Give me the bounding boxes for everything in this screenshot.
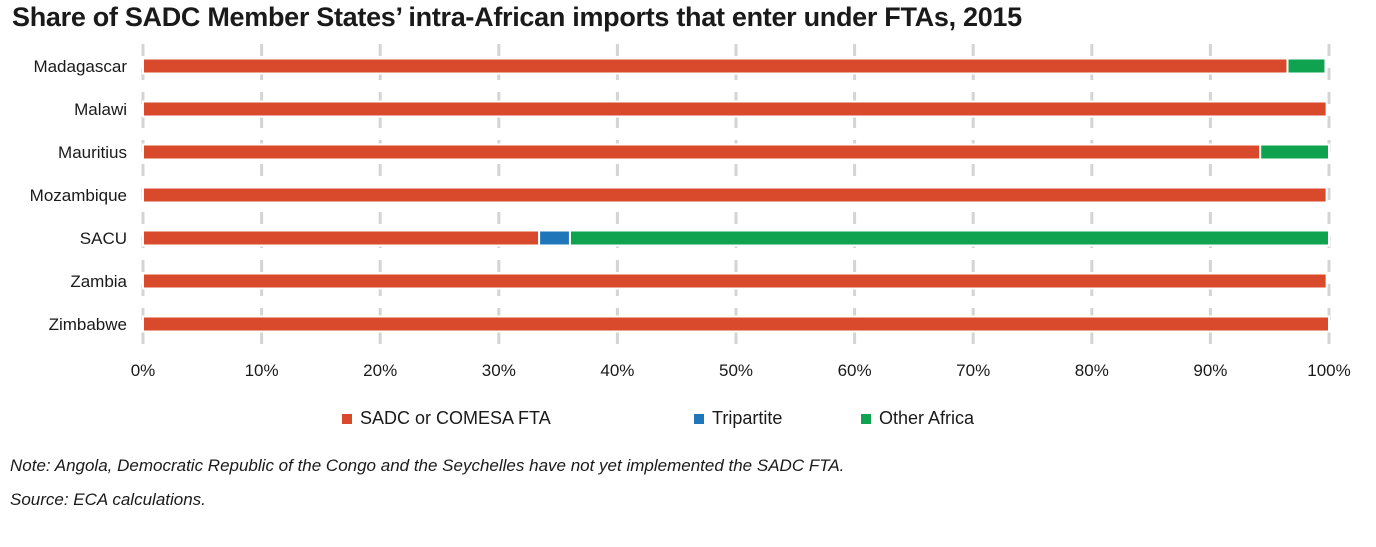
x-tick-label: 100% xyxy=(1307,361,1350,380)
y-category-label: SACU xyxy=(80,229,127,248)
bar-segment xyxy=(142,186,1328,204)
bar-segment xyxy=(142,315,1330,333)
legend: SADC or COMESA FTA Tripartite Other Afri… xyxy=(0,408,1376,434)
bar-segment xyxy=(142,272,1328,290)
x-tick-label: 0% xyxy=(131,361,156,380)
legend-swatch-other-africa xyxy=(861,413,871,424)
bar-segment xyxy=(568,229,1330,247)
bar-segment xyxy=(1259,143,1331,161)
legend-item-other-africa: Other Africa xyxy=(861,408,974,429)
bar-chart: 0% 10% 20% 30% 40% 50% 60% 70% 80% 90% 100% Madaga… xyxy=(30,44,1351,380)
bar-segment xyxy=(142,57,1289,75)
legend-label-tripartite: Tripartite xyxy=(712,408,783,428)
x-tick-label: 80% xyxy=(1075,361,1109,380)
chart-title: Share of SADC Member States’ intra-Afric… xyxy=(12,2,1022,32)
legend-swatch-sadc xyxy=(342,413,352,424)
y-category-label: Zambia xyxy=(70,272,127,291)
chart-source: Source: ECA calculations. xyxy=(10,490,206,509)
bar-segment xyxy=(538,229,571,247)
legend-item-sadc: SADC or COMESA FTA xyxy=(342,408,551,429)
x-tick-label: 10% xyxy=(245,361,279,380)
y-category-label: Madagascar xyxy=(33,57,127,76)
legend-item-tripartite: Tripartite xyxy=(694,408,782,429)
bar-segment xyxy=(1286,57,1327,75)
legend-label-sadc: SADC or COMESA FTA xyxy=(360,408,551,428)
chart-note: Note: Angola, Democratic Republic of the… xyxy=(10,456,845,475)
y-category-label: Mozambique xyxy=(30,186,127,205)
legend-label-other-africa: Other Africa xyxy=(879,408,975,428)
y-category-label: Mauritius xyxy=(58,143,127,162)
legend-swatch-tripartite xyxy=(694,413,704,424)
bar-segment xyxy=(142,100,1328,118)
y-axis-category-labels: Madagascar Malawi Mauritius Mozambique SACU Z… xyxy=(30,57,128,334)
x-tick-label: 40% xyxy=(600,361,634,380)
y-category-label: Malawi xyxy=(74,100,127,119)
x-tick-label: 70% xyxy=(956,361,990,380)
x-tick-label: 50% xyxy=(719,361,753,380)
y-category-label: Zimbabwe xyxy=(49,315,127,334)
x-tick-label: 30% xyxy=(482,361,516,380)
x-tick-label: 20% xyxy=(363,361,397,380)
x-tick-label: 90% xyxy=(1193,361,1227,380)
x-axis-tick-labels: 0% 10% 20% 30% 40% 50% 60% 70% 80% 90% 100% xyxy=(131,361,1351,380)
bar-segment xyxy=(142,229,541,247)
bar-segment xyxy=(142,143,1262,161)
x-tick-label: 60% xyxy=(838,361,872,380)
bar-segments xyxy=(142,57,1331,333)
